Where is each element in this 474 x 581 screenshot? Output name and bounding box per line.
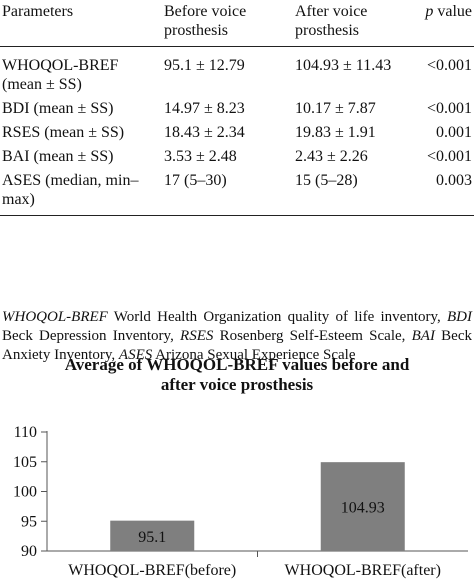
header-after: After voice prosthesis	[295, 0, 421, 47]
footnote-definition: Rosenberg Self-Esteem Scale,	[213, 328, 412, 344]
table-row: ASES (median, min– max) 17 (5–30) 15 (5–28…	[0, 171, 474, 216]
footnote-definition: World Health Organization quality of lif…	[107, 309, 447, 325]
table-cell: 18.43 ± 2.34	[164, 124, 245, 141]
table-cell: BDI (mean ± SS)	[2, 100, 114, 117]
table-row: RSES (mean ± SS) 18.43 ± 2.34 19.83 ± 1.91…	[0, 123, 474, 147]
table-cell: 104.93 ± 11.43	[295, 57, 392, 74]
table-header-row: Parameters Before voice prosthesis After…	[0, 0, 474, 47]
table-cell: 10.17 ± 7.87	[295, 100, 376, 117]
footnote-abbreviation: WHOQOL-BREF	[2, 309, 108, 325]
bar-before	[110, 520, 195, 551]
header-before-text: Before voice prosthesis	[164, 3, 247, 39]
bar-data-label: 104.93	[341, 500, 385, 517]
table-cell: 17 (5–30)	[164, 171, 295, 216]
header-p-value: p value	[421, 0, 474, 47]
x-category-label: WHOQOL-BREF(after)	[285, 562, 441, 579]
header-after-text: After voice prosthesis	[295, 3, 368, 39]
footnote-definition: Arizona Sexual Experience Scale	[152, 347, 356, 363]
footnote-definition: Beck Depression Inventory,	[2, 328, 181, 344]
table-cell: <0.001	[426, 100, 472, 117]
bar-data-label: 95.1	[138, 529, 166, 546]
table-cell: 3.53 ± 2.48	[164, 148, 237, 165]
footnote-abbreviation: ASES	[118, 347, 153, 363]
table-cell: RSES (mean ± SS)	[2, 124, 125, 141]
table-cell: 95.1 ± 12.79	[164, 57, 245, 74]
header-value-word: value	[433, 3, 472, 20]
table-cell: 0.003	[421, 171, 474, 216]
footnote-abbreviation: BAI	[411, 328, 435, 344]
table-row: BDI (mean ± SS) 14.97 ± 8.23 10.17 ± 7.87 <…	[0, 99, 474, 123]
table-cell: 19.83 ± 1.91	[295, 124, 376, 141]
bar-after	[320, 462, 405, 551]
table-cell: ASES (median, min– max)	[0, 171, 164, 216]
table-row: BAI (mean ± SS) 3.53 ± 2.48 2.43 ± 2.26 <0.…	[0, 147, 474, 171]
chart-title: Average of WHOQOL-BREF values before and…	[64, 355, 410, 394]
footnote-abbreviation: RSES	[180, 328, 214, 344]
footnote-abbreviation: BDI	[447, 309, 472, 325]
results-table-container: Parameters Before voice prosthesis After…	[0, 0, 474, 216]
results-table: Parameters Before voice prosthesis After…	[0, 0, 474, 216]
table-footnote: WHOQOL-BREF World Health Organization qu…	[2, 308, 472, 365]
y-tick-label: 100	[13, 484, 37, 501]
table-cell: <0.001	[426, 148, 472, 165]
table-cell: 15 (5–28)	[295, 171, 421, 216]
y-tick-label: 105	[13, 454, 37, 471]
table-cell: <0.001	[426, 57, 472, 74]
y-tick-label: 110	[14, 424, 37, 441]
table-row: WHOQOL-BREF (mean ± SS) 95.1 ± 12.79 104.9…	[0, 47, 474, 100]
footnote-definition: Beck Anxiety Inventory,	[2, 328, 472, 363]
table-cell: BAI (mean ± SS)	[2, 148, 114, 165]
table-cell: 2.43 ± 2.26	[295, 148, 368, 165]
header-before: Before voice prosthesis	[164, 0, 295, 47]
y-tick-label: 95	[21, 513, 37, 530]
table-cell: WHOQOL-BREF (mean ± SS)	[2, 57, 119, 93]
table-cell: 0.001	[436, 124, 472, 141]
x-category-label: WHOQOL-BREF(before)	[68, 562, 236, 579]
table-cell: 14.97 ± 8.23	[164, 100, 245, 117]
header-p-letter: p	[425, 3, 434, 20]
y-tick-label: 90	[21, 543, 37, 560]
header-parameters: Parameters	[0, 0, 164, 47]
table-body: WHOQOL-BREF (mean ± SS) 95.1 ± 12.79 104.9…	[0, 47, 474, 216]
